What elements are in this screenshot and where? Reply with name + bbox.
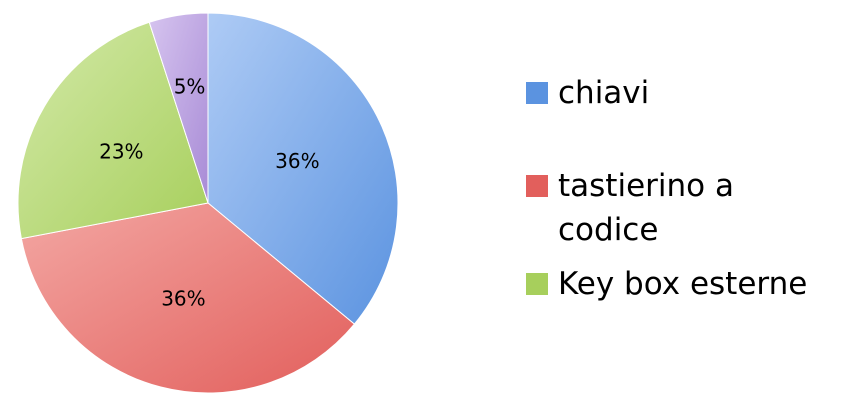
legend-label: tastierino a	[558, 168, 734, 204]
pie-slices	[17, 12, 399, 394]
legend-swatch	[526, 175, 548, 197]
legend-label: Key box esterne	[558, 266, 807, 302]
legend-item-key-box-esterne: Key box esterne	[526, 266, 807, 302]
slice-other	[148, 12, 209, 204]
data-label-other: 5%	[174, 75, 206, 99]
data-label-chiavi: 36%	[275, 149, 319, 173]
slice-chiavi	[207, 12, 399, 325]
slice-key-box-esterne	[17, 21, 209, 240]
slice-tastierino-a-codice	[20, 202, 356, 394]
legend-label: codice	[558, 212, 658, 248]
data-label-tastierino-a-codice: 36%	[161, 287, 205, 311]
legend-label: chiavi	[558, 75, 649, 111]
legend: chiavi tastierino a codice Key box esterne	[526, 75, 807, 302]
legend-swatch	[526, 273, 548, 295]
legend-item-chiavi: chiavi	[526, 75, 649, 111]
pie-data-labels: 36% 36% 23% 5%	[99, 75, 320, 311]
legend-item-tastierino-a-codice: tastierino a codice	[526, 168, 734, 248]
legend-swatch	[526, 82, 548, 104]
data-label-key-box-esterne: 23%	[99, 140, 143, 164]
